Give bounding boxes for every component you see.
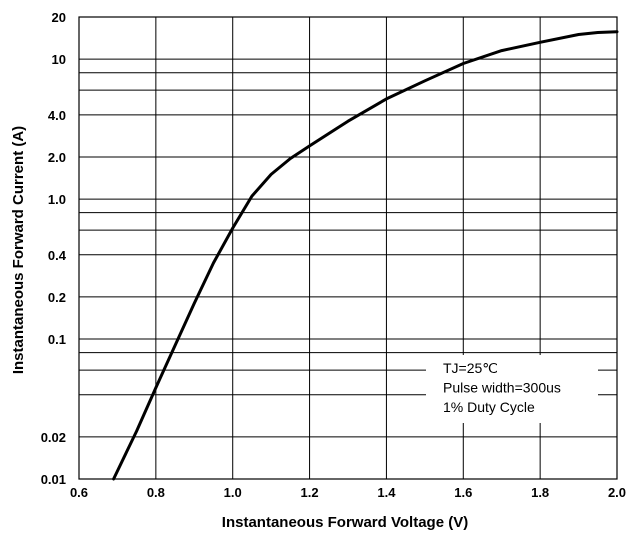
x-tick-labels: 0.6 0.8 1.0 1.2 1.4 1.6 1.8 2.0: [70, 485, 626, 500]
y-axis-title: Instantaneous Forward Current (A): [10, 126, 27, 374]
x-tick-label: 2.0: [608, 485, 626, 500]
y-tick-labels: 0.01 0.02 0.1 0.2 0.4 1.0 2.0 4.0 10 20: [41, 10, 67, 487]
annotation-box: TJ=25℃ Pulse width=300us 1% Duty Cycle: [426, 355, 598, 423]
plot-area-border: [78, 16, 618, 480]
y-tick-label: 20: [52, 10, 66, 25]
annotation-background: [426, 355, 598, 423]
curve-layer: [112, 30, 619, 481]
y-tick-label: 0.2: [48, 290, 66, 305]
x-tick-label: 1.6: [454, 485, 472, 500]
x-tick-label: 1.2: [301, 485, 319, 500]
y-tick-label: 2.0: [48, 150, 66, 165]
annotation-line-1: TJ=25℃: [443, 360, 498, 376]
grid-lines: [79, 17, 617, 479]
x-tick-label: 0.6: [70, 485, 88, 500]
x-tick-label: 0.8: [147, 485, 165, 500]
x-tick-label: 1.4: [377, 485, 396, 500]
annotation-line-2: Pulse width=300us: [443, 380, 561, 396]
y-tick-label: 4.0: [48, 108, 66, 123]
y-tick-label: 0.1: [48, 332, 66, 347]
x-tick-label: 1.8: [531, 485, 549, 500]
y-tick-label: 0.01: [41, 472, 66, 487]
y-tick-label: 0.02: [41, 430, 66, 445]
y-tick-label: 1.0: [48, 192, 66, 207]
x-tick-label: 1.0: [224, 485, 242, 500]
annotation-line-3: 1% Duty Cycle: [443, 399, 535, 415]
x-axis-title: Instantaneous Forward Voltage (V): [222, 514, 468, 531]
forward-current-curve: [112, 30, 619, 481]
y-tick-label: 0.4: [48, 248, 67, 263]
y-tick-label: 10: [52, 52, 66, 67]
